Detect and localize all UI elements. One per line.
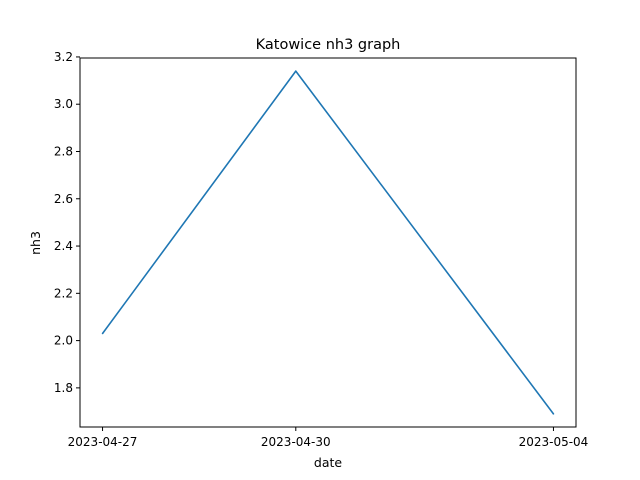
x-tick-label: 2023-05-04: [519, 435, 589, 449]
y-axis: 1.8 2.0 2.2 2.4 2.6 2.8 3.0 3.2: [54, 50, 80, 395]
y-tick-label: 1.8: [54, 381, 73, 395]
chart-title: Katowice nh3 graph: [256, 37, 401, 53]
data-point: [552, 413, 555, 415]
series-group: [101, 70, 555, 415]
y-axis-label: nh3: [28, 231, 43, 255]
y-tick-label: 2.2: [54, 286, 73, 300]
x-tick-label: 2023-04-30: [261, 435, 331, 449]
y-tick-label: 2.4: [54, 239, 73, 253]
y-tick-label: 3.2: [54, 50, 73, 64]
x-tick-label: 2023-04-27: [68, 435, 138, 449]
x-axis-label: date: [314, 455, 342, 470]
series-line: [101, 70, 555, 415]
y-tick-label: 2.6: [54, 192, 73, 206]
plot-frame: [79, 57, 577, 428]
y-tick-label: 3.0: [54, 97, 73, 111]
data-point: [101, 332, 104, 335]
x-axis: 2023-04-27 2023-04-30 2023-05-04: [68, 427, 589, 449]
y-tick-label: 2.0: [54, 334, 73, 348]
y-tick-label: 2.8: [54, 144, 73, 158]
data-point: [294, 70, 297, 72]
